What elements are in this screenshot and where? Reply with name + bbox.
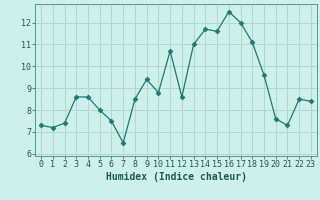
X-axis label: Humidex (Indice chaleur): Humidex (Indice chaleur): [106, 172, 246, 182]
